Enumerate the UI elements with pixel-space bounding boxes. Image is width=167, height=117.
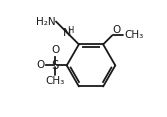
Text: CH₃: CH₃	[124, 30, 143, 40]
Text: O: O	[51, 45, 59, 55]
Text: O: O	[112, 25, 121, 35]
Text: H₂N: H₂N	[36, 16, 56, 27]
Text: CH₃: CH₃	[46, 76, 65, 86]
Text: N: N	[63, 28, 71, 38]
Text: H: H	[67, 26, 73, 35]
Text: O: O	[36, 60, 44, 70]
Text: S: S	[51, 59, 59, 72]
